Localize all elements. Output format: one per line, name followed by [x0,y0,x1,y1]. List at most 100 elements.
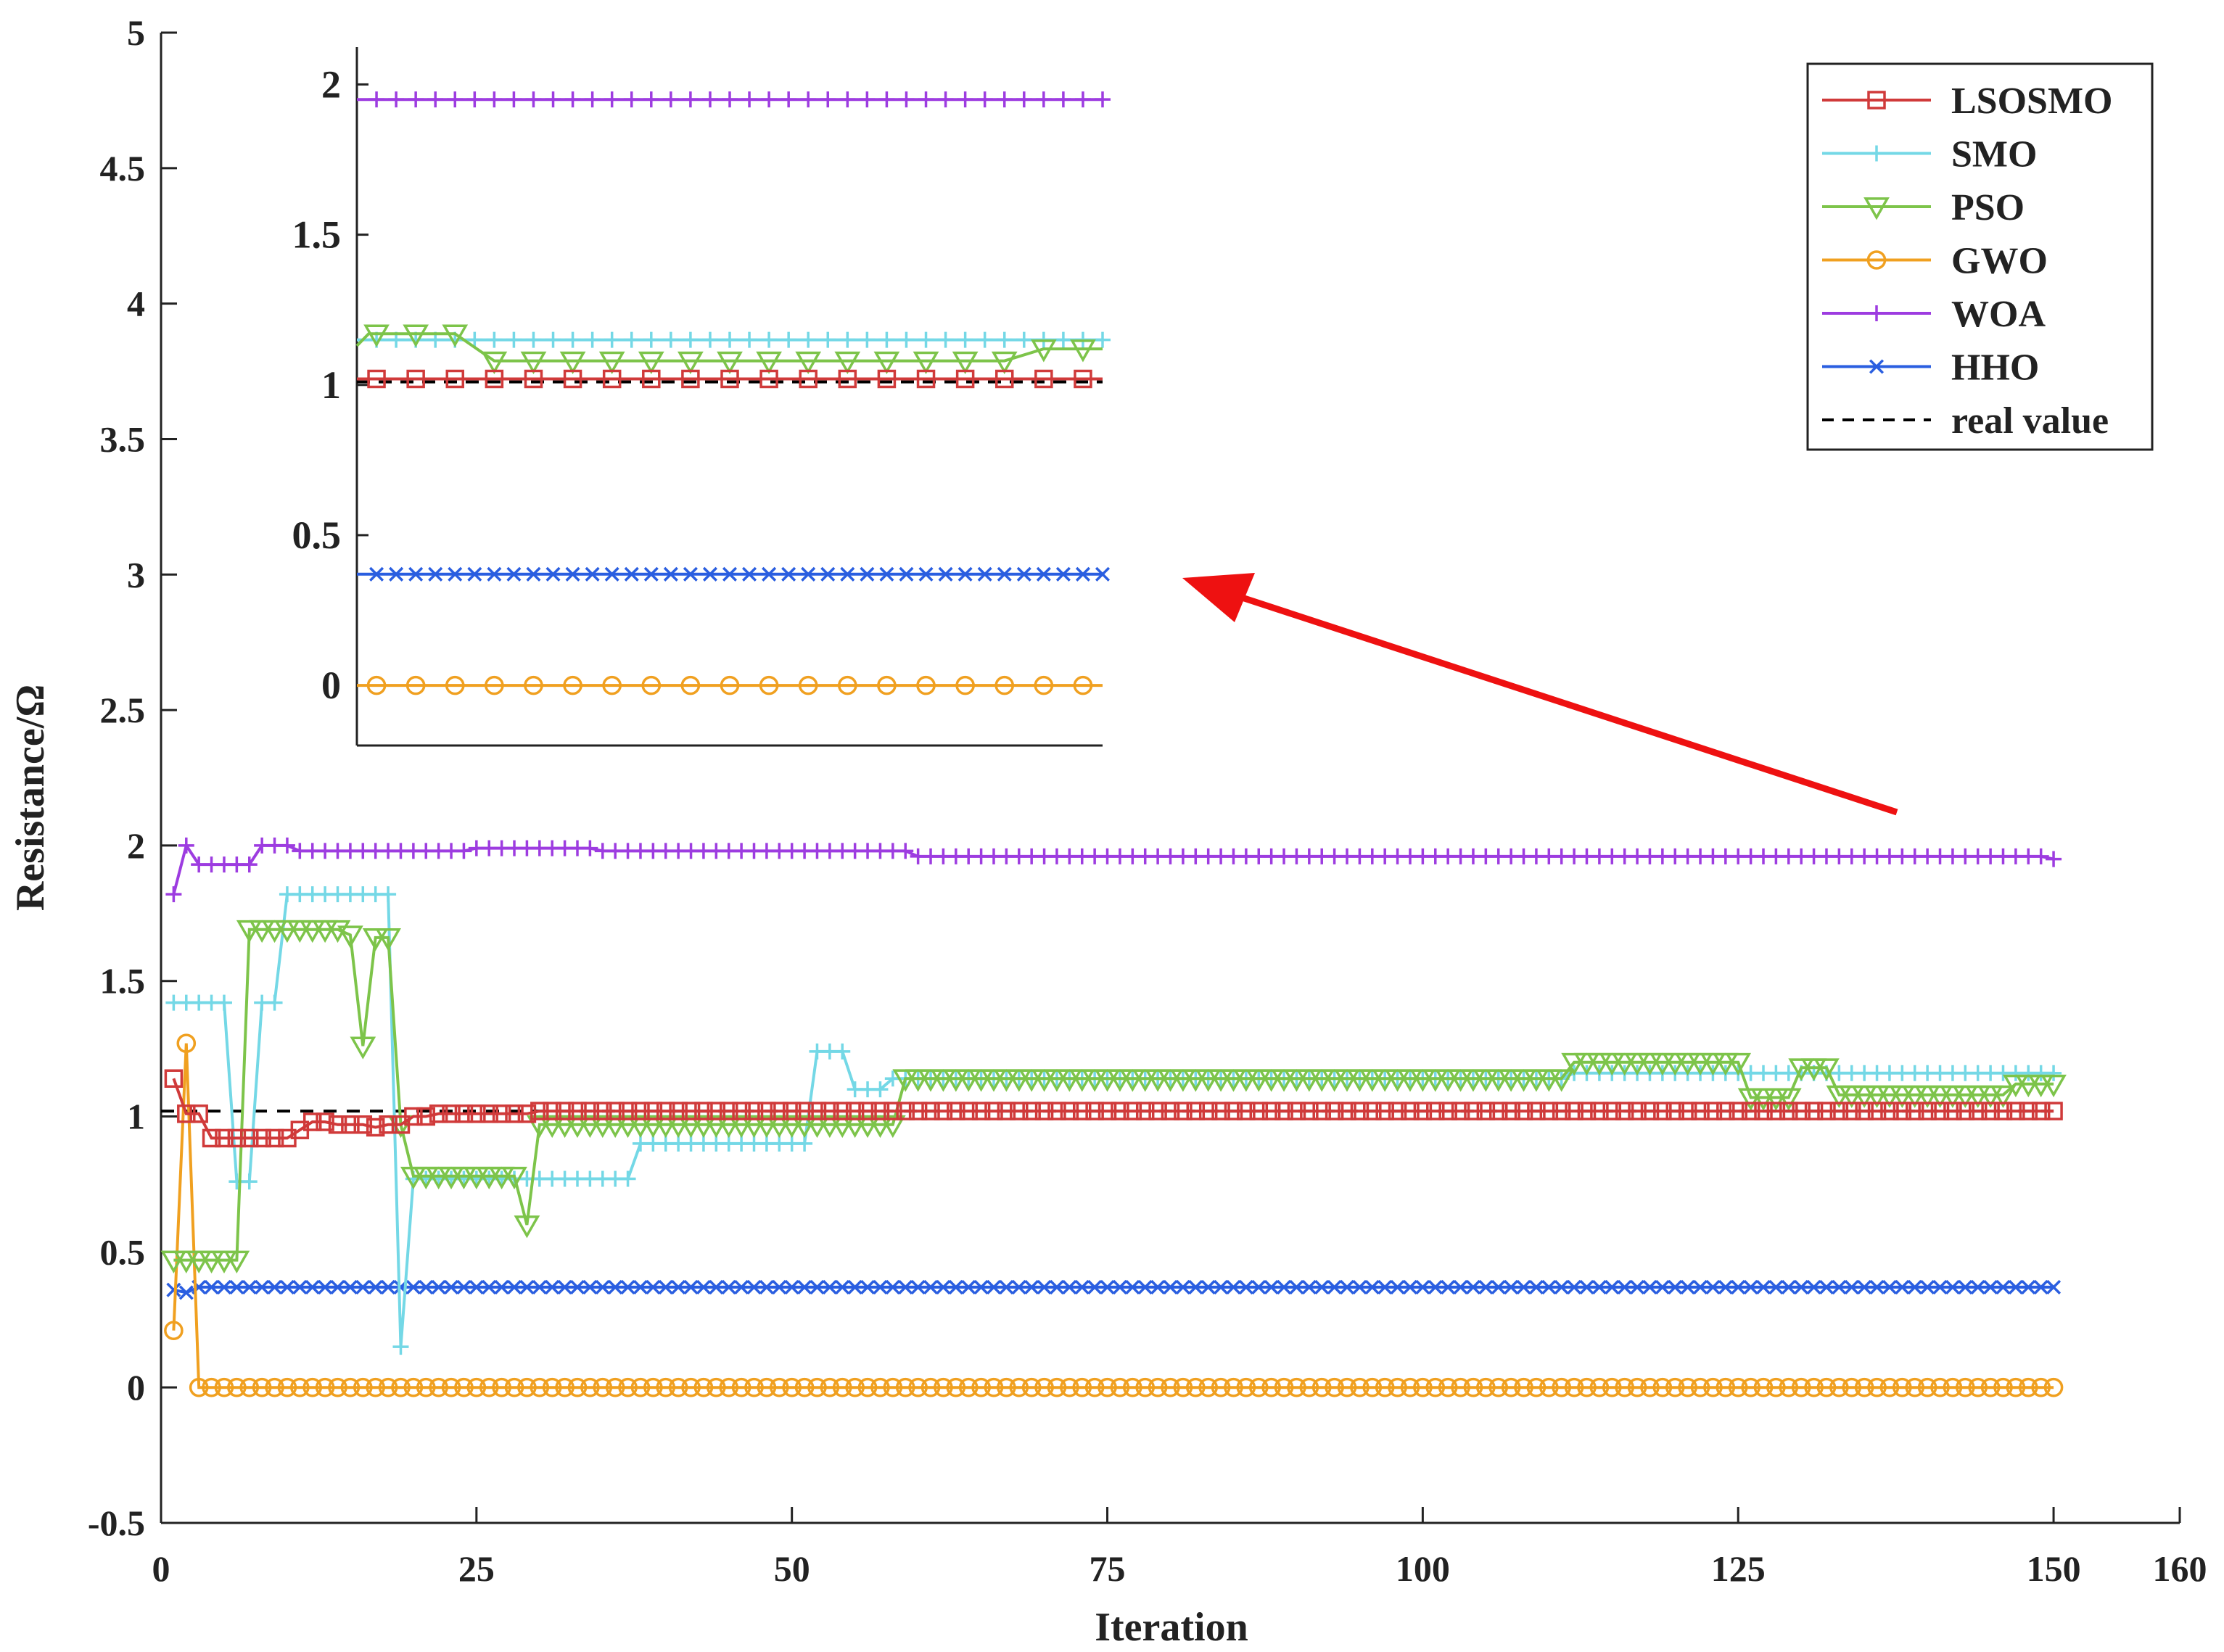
inset-data-point [1035,91,1052,108]
data-point [229,1279,244,1294]
data-point [1084,1377,1105,1397]
data-point [366,1118,385,1137]
data-point [2006,1102,2025,1120]
inset-data-point [898,331,915,348]
data-point [1968,1377,1988,1397]
data-point [694,1102,713,1120]
data-point [542,1377,562,1397]
series-hho [166,1279,2062,1300]
data-point [1359,1069,1385,1092]
inset-data-point [957,331,973,348]
inset-data-point [996,91,1013,108]
data-point [456,1279,471,1294]
data-point [1917,1377,1937,1397]
data-point [1145,1069,1171,1092]
data-point [337,925,363,949]
data-point [897,843,914,859]
data-point [568,1102,587,1120]
data-point [204,1279,219,1294]
data-point [1287,1377,1306,1397]
data-point [1110,1377,1130,1397]
data-point [380,886,397,903]
data-point [1980,1377,2001,1397]
data-point [1857,1279,1872,1294]
data-point [1956,1377,1975,1397]
data-point [1022,1102,1041,1120]
data-point [879,1115,906,1139]
data-point [1021,1377,1042,1397]
data-point [643,1377,663,1397]
data-point [845,1102,865,1120]
data-point [1712,1052,1739,1076]
data-point [2015,1074,2042,1098]
data-point [719,1102,738,1120]
inset-data-point [506,91,522,108]
inset-data-point [918,331,934,348]
data-point [683,1279,699,1294]
x-tick-label: 150 [2027,1548,2081,1589]
data-point [267,1279,282,1294]
data-point [1932,1279,1948,1294]
legend-marker [1869,145,1885,162]
data-point [1964,1085,1991,1109]
data-point [1753,1377,1774,1397]
data-point [1653,1102,1672,1120]
data-point [631,1102,650,1120]
data-point [2044,1102,2063,1120]
legend-marker [1867,91,1886,110]
data-point [1879,1377,1900,1397]
data-point [794,1377,815,1397]
inset-data-point [678,351,704,375]
data-point [947,1102,965,1120]
legend-box [1806,62,2154,451]
x-axis-title: Iteration [1095,1605,1248,1650]
inset-data-point [1016,91,1032,108]
data-point [1877,1085,1903,1109]
data-point [1763,1088,1790,1111]
data-point [223,1250,250,1273]
legend-marker [1869,305,1885,321]
data-point [1132,1069,1158,1092]
data-point [252,1128,271,1148]
data-point [834,1043,851,1060]
data-point [1539,1377,1559,1397]
data-point [1573,1052,1600,1076]
data-point [492,1377,511,1397]
data-point [908,1377,928,1397]
data-point [1082,1069,1108,1092]
data-point [1589,1377,1610,1397]
legend-marker [1869,359,1885,374]
data-point [1476,1377,1496,1397]
inset-data-point [559,351,586,375]
y-tick-label: 1 [127,1096,145,1137]
inset-data-point [524,369,543,389]
y-tick-label: 5 [127,12,145,53]
data-point [918,1069,944,1092]
data-point [1755,1279,1771,1294]
data-point [279,837,295,854]
data-point [608,1279,623,1294]
data-point [1968,1102,1988,1120]
data-point [1779,1102,1798,1120]
data-point [530,1102,549,1120]
inset-data-point [1034,675,1054,695]
data-point [1173,1377,1193,1397]
data-point [810,1279,825,1294]
inset-data-point [877,675,897,695]
data-point [353,1115,373,1134]
inset-data-point [838,675,857,695]
data-point [867,1115,894,1139]
data-point [766,1115,793,1139]
legend-label: GWO [1951,241,2048,282]
data-point [299,920,326,943]
inset-data-point [899,566,914,582]
data-point [555,1377,574,1397]
data-point [1245,1069,1272,1092]
data-point [1251,1279,1267,1294]
data-point [618,1102,638,1120]
data-point [2046,1065,2062,1081]
inset-data-point [662,331,679,348]
data-point [1602,1377,1622,1397]
inset-data-point [859,331,876,348]
data-point [854,1115,881,1139]
